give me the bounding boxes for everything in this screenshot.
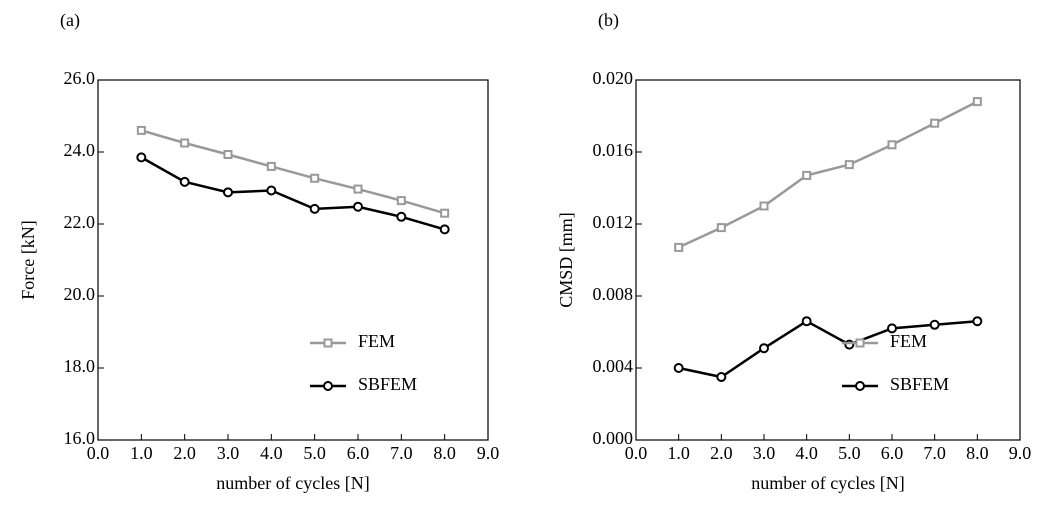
y-axis-label: Force [kN]	[18, 220, 38, 299]
data-point	[396, 211, 407, 222]
x-tick-label: 7.0	[923, 443, 946, 463]
data-point	[223, 150, 233, 160]
legend-label: FEM	[358, 331, 395, 351]
x-tick-label: 0.0	[625, 443, 648, 463]
x-tick-label: 6.0	[347, 443, 370, 463]
x-tick-label: 5.0	[303, 443, 326, 463]
data-point	[887, 140, 897, 150]
legend-marker	[855, 338, 865, 348]
y-tick-label: 22.0	[64, 212, 96, 232]
x-axis-label: number of cycles [N]	[216, 473, 369, 493]
legend-marker	[323, 381, 333, 391]
x-tick-label: 3.0	[753, 443, 776, 463]
data-point	[439, 224, 450, 235]
y-tick-label: 0.016	[593, 140, 634, 160]
data-point	[310, 173, 320, 183]
data-point	[887, 323, 897, 334]
data-point	[802, 170, 812, 180]
data-point	[353, 184, 363, 194]
x-tick-label: 5.0	[838, 443, 861, 463]
x-tick-label: 9.0	[1009, 443, 1032, 463]
x-tick-label: 1.0	[667, 443, 690, 463]
x-axis-label: number of cycles [N]	[751, 473, 904, 493]
series-line	[140, 129, 446, 215]
data-point	[929, 319, 940, 330]
x-tick-label: 4.0	[795, 443, 818, 463]
data-point	[136, 125, 146, 135]
x-tick-label: 1.0	[130, 443, 153, 463]
series-line	[140, 156, 446, 231]
x-tick-label: 4.0	[260, 443, 283, 463]
data-point	[353, 201, 363, 212]
y-tick-label: 0.012	[593, 212, 634, 232]
x-tick-label: 3.0	[217, 443, 240, 463]
data-point	[801, 316, 812, 327]
y-tick-label: 0.020	[593, 68, 634, 88]
data-point	[972, 316, 983, 327]
data-point	[972, 97, 982, 107]
data-point	[179, 176, 190, 187]
data-point	[716, 223, 726, 233]
panel-label: (a)	[60, 10, 80, 31]
legend-marker	[855, 381, 865, 391]
series-line	[678, 319, 978, 379]
data-point	[930, 118, 940, 128]
x-tick-label: 7.0	[390, 443, 413, 463]
panel-label: (b)	[598, 10, 619, 31]
x-tick-label: 6.0	[881, 443, 904, 463]
y-tick-label: 0.000	[593, 428, 634, 448]
data-point	[440, 208, 450, 218]
plot-frame	[635, 79, 1021, 441]
y-tick-label: 16.0	[64, 428, 96, 448]
y-tick-label: 20.0	[64, 284, 96, 304]
legend-label: SBFEM	[358, 374, 417, 394]
data-point	[759, 343, 769, 354]
legend-label: FEM	[890, 331, 927, 351]
legend-marker	[323, 338, 333, 348]
x-tick-label: 8.0	[433, 443, 456, 463]
legend-label: SBFEM	[890, 374, 949, 394]
data-point	[844, 160, 854, 170]
y-tick-label: 0.008	[593, 284, 634, 304]
y-tick-label: 26.0	[64, 68, 96, 88]
data-point	[716, 372, 727, 382]
x-tick-label: 9.0	[477, 443, 500, 463]
data-point	[266, 161, 276, 171]
data-point	[759, 201, 769, 211]
y-axis-label: CMSD [mm]	[556, 212, 576, 308]
x-tick-label: 2.0	[710, 443, 733, 463]
x-tick-label: 0.0	[87, 443, 110, 463]
data-point	[266, 185, 277, 196]
data-point	[223, 187, 233, 198]
x-tick-label: 2.0	[173, 443, 196, 463]
series-line	[678, 100, 978, 249]
y-tick-label: 18.0	[64, 356, 96, 376]
data-point	[180, 138, 190, 148]
data-point	[674, 242, 684, 252]
plot-frame	[97, 79, 489, 441]
data-point	[309, 203, 320, 214]
data-point	[673, 363, 684, 373]
x-tick-label: 8.0	[966, 443, 989, 463]
data-point	[396, 196, 406, 206]
data-point	[136, 152, 147, 163]
y-tick-label: 0.004	[593, 356, 634, 376]
y-tick-label: 24.0	[64, 140, 96, 160]
